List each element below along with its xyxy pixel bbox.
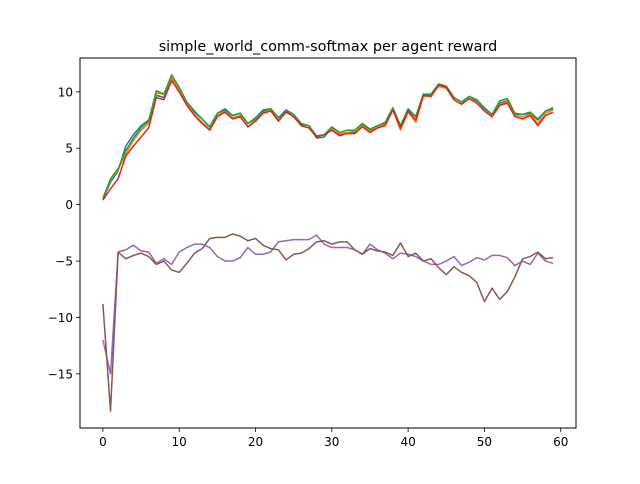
- y-tick-label: −15: [48, 367, 73, 381]
- x-tick-label: 60: [553, 435, 568, 449]
- y-axis: −15 −10 −5 0 5 10: [48, 85, 80, 381]
- y-tick-label: −5: [55, 255, 73, 269]
- y-tick-label: 5: [65, 142, 73, 156]
- x-tick-label: 0: [99, 435, 107, 449]
- x-tick-label: 30: [324, 435, 339, 449]
- x-tick-label: 40: [400, 435, 415, 449]
- plot-area-frame: [79, 57, 577, 429]
- series-line-6: [102, 233, 554, 412]
- y-tick-label: 0: [65, 198, 73, 212]
- chart-title: simple_world_comm-softmax per agent rewa…: [159, 39, 498, 55]
- y-tick-label: 10: [58, 85, 73, 99]
- series-line-1: [102, 77, 554, 200]
- x-tick-label: 50: [477, 435, 492, 449]
- series-line-2: [102, 76, 554, 199]
- series-line-4: [102, 79, 554, 201]
- series-line-3: [102, 74, 554, 200]
- series-line-5: [102, 234, 554, 375]
- x-tick-label: 20: [248, 435, 263, 449]
- y-tick-label: −10: [48, 311, 73, 325]
- x-axis: 0 10 20 30 40 50 60: [99, 428, 568, 449]
- series-layer: [102, 74, 554, 412]
- x-tick-label: 10: [172, 435, 187, 449]
